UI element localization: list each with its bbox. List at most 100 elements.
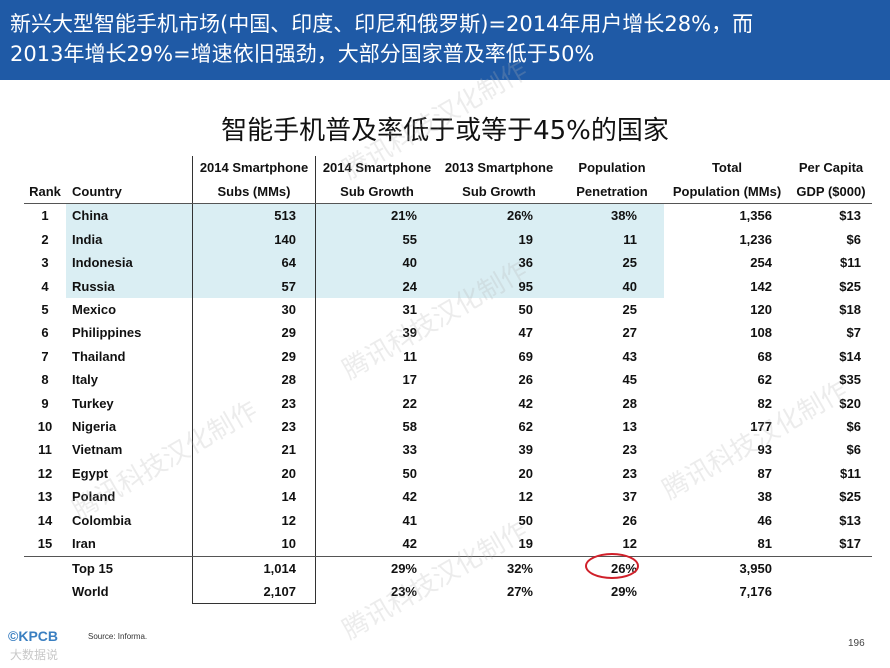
table-header-row-bottom: Rank Country Subs (MMs) Sub Growth Sub G… xyxy=(24,180,872,205)
pop-cell: 68 xyxy=(757,348,772,364)
rank-cell: 9 xyxy=(41,395,49,411)
pen-cell: 25 xyxy=(622,302,637,318)
g14-cell: 40 xyxy=(402,255,417,271)
pop-cell: 108 xyxy=(750,325,772,341)
col-pen-header-top: Population xyxy=(578,160,646,175)
total-label-cell: World xyxy=(72,584,109,600)
pen-cell: 38% xyxy=(610,208,637,224)
gdp-cell: $25 xyxy=(839,278,861,294)
header-line-1: 新兴大型智能手机市场(中国、印度、印尼和俄罗斯)=2014年用户增长28%，而 xyxy=(10,12,754,36)
country-cell: Nigeria xyxy=(72,419,117,435)
g14-cell: 29% xyxy=(390,560,417,576)
rank-cell: 2 xyxy=(41,231,49,247)
pen-cell: 26 xyxy=(622,512,637,528)
subs-cell: 20 xyxy=(281,465,296,481)
g13-cell: 12 xyxy=(518,489,533,505)
subs-cell: 64 xyxy=(281,255,296,271)
pop-cell: 142 xyxy=(750,278,772,294)
pop-cell: 3,950 xyxy=(739,560,772,576)
rank-cell: 13 xyxy=(37,489,53,505)
pen-cell: 45 xyxy=(622,372,637,388)
pen-cell: 40 xyxy=(622,278,637,294)
country-cell: Philippines xyxy=(72,325,142,341)
subs-cell: 23 xyxy=(281,419,296,435)
table-row: 7 Thailand 29 11 69 43 68 $14 xyxy=(24,344,872,369)
pop-cell: 254 xyxy=(750,255,772,271)
header-line-2: 2013年增长29%=增速依旧强劲，大部分国家普及率低于50% xyxy=(10,42,595,66)
subs-cell: 23 xyxy=(281,395,296,411)
gdp-cell: $18 xyxy=(839,302,861,318)
pen-cell: 29% xyxy=(610,584,637,600)
country-cell: Russia xyxy=(66,274,193,299)
g14-cell: 23% xyxy=(390,584,417,600)
pen-cell: 12 xyxy=(622,536,637,552)
pop-cell: 1,356 xyxy=(739,208,772,224)
table-row: 10 Nigeria 23 58 62 13 177 $6 xyxy=(24,415,872,439)
pen-cell: 23 xyxy=(622,465,637,481)
g14-cell: 31 xyxy=(402,302,417,318)
table-row: 12 Egypt 20 50 20 23 87 $11 xyxy=(24,461,872,486)
pop-cell: 87 xyxy=(757,465,772,481)
col-gdp-header-bottom: GDP ($000) xyxy=(790,180,872,205)
gdp-cell: $7 xyxy=(846,325,861,341)
g13-cell: 62 xyxy=(518,419,533,435)
pop-cell: 81 xyxy=(757,536,772,552)
subs-cell: 29 xyxy=(281,348,296,364)
g14-cell: 17 xyxy=(402,372,417,388)
col-subs-header-top: 2014 Smartphone xyxy=(192,156,316,180)
col-country-header: Country xyxy=(66,180,193,205)
gdp-cell: $6 xyxy=(846,231,861,247)
country-cell: Mexico xyxy=(72,302,117,318)
g14-cell: 55 xyxy=(402,231,417,247)
slide-title: 智能手机普及率低于或等于45%的国家 xyxy=(221,116,669,146)
country-cell: Thailand xyxy=(72,348,126,364)
rank-cell: 15 xyxy=(24,532,66,557)
country-cell: Vietnam xyxy=(72,442,123,458)
highlight-circle xyxy=(585,553,639,579)
source-note: Source: Informa. xyxy=(88,632,148,641)
rank-cell: 12 xyxy=(37,465,53,481)
g13-cell: 69 xyxy=(518,348,533,364)
g14-cell: 42 xyxy=(402,489,417,505)
g14-cell: 42 xyxy=(402,536,417,552)
table-row: 11 Vietnam 21 33 39 23 93 $6 xyxy=(24,438,872,462)
subs-cell: 30 xyxy=(281,302,296,318)
country-cell: Italy xyxy=(72,372,99,388)
pop-cell: 120 xyxy=(750,302,772,318)
pen-cell: 43 xyxy=(622,348,637,364)
g13-cell: 47 xyxy=(518,325,533,341)
g13-cell: 26% xyxy=(506,208,533,224)
table-row: 2 India 140 55 19 11 1,236 $6 xyxy=(24,227,872,252)
g14-cell: 22 xyxy=(402,395,417,411)
g14-cell: 41 xyxy=(402,512,417,528)
g13-cell: 19 xyxy=(518,231,533,247)
g14-cell: 50 xyxy=(402,465,417,481)
subs-cell: 10 xyxy=(281,536,296,552)
subs-cell: 14 xyxy=(281,489,296,505)
table-row: 8 Italy 28 17 26 45 62 $35 xyxy=(24,368,872,392)
rank-cell: 6 xyxy=(41,325,49,341)
table-row: 5 Mexico 30 31 50 25 120 $18 xyxy=(24,298,872,322)
gdp-cell: $6 xyxy=(846,419,861,435)
pop-cell: 38 xyxy=(757,489,772,505)
kpcb-logo: ©KPCB xyxy=(8,628,58,644)
pop-cell: 82 xyxy=(757,395,772,411)
g13-cell: 95 xyxy=(518,278,533,294)
g13-cell: 27% xyxy=(506,584,533,600)
country-cell: Colombia xyxy=(72,512,132,528)
subs-cell: 12 xyxy=(281,512,296,528)
g14-cell: 24 xyxy=(402,278,417,294)
rank-cell: 7 xyxy=(41,348,49,364)
countries-table: 2014 Smartphone 2014 Smartphone 2013 Sma… xyxy=(24,156,872,605)
subs-cell: 21 xyxy=(281,442,296,458)
subs-cell: 29 xyxy=(281,325,296,341)
pop-cell: 93 xyxy=(757,442,772,458)
g14-cell: 33 xyxy=(402,442,417,458)
pop-cell: 46 xyxy=(757,512,772,528)
g13-cell: 39 xyxy=(518,442,533,458)
col-g14-header-top: 2014 Smartphone xyxy=(322,160,432,175)
table-row: 14 Colombia 12 41 50 26 46 $13 xyxy=(24,508,872,533)
gdp-cell: $11 xyxy=(840,465,861,481)
country-cell: Egypt xyxy=(72,465,109,481)
rank-cell: 4 xyxy=(41,278,49,294)
